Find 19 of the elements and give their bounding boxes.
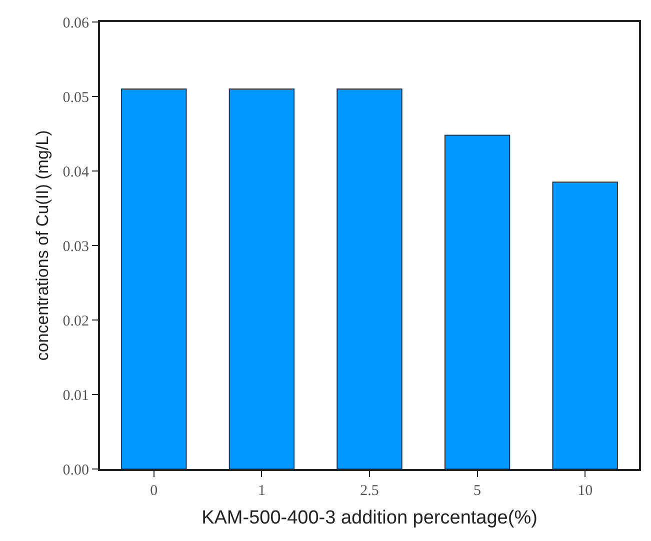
y-tick-label: 0.05 (62, 90, 89, 106)
x-axis-title: KAM-500-400-3 addition percentage(%) (202, 507, 538, 528)
y-tick-label: 0.02 (62, 313, 89, 330)
y-tick-label: 0.04 (62, 164, 90, 180)
bar (444, 134, 510, 469)
x-tick-label: 5 (474, 483, 482, 499)
y-tick-label: 0.01 (62, 388, 89, 404)
x-tick-label: 1 (258, 483, 266, 499)
x-tick-label: 0 (150, 483, 158, 499)
x-tick-label: 2.5 (360, 483, 379, 499)
bar (228, 88, 295, 469)
y-tick-label: 0.03 (62, 238, 89, 255)
y-tick-label: 0.00 (62, 462, 89, 478)
bar (336, 88, 402, 469)
x-tick-label: 10 (578, 483, 593, 499)
y-axis-title: concentrations of Cu(II) (mg/L) (32, 130, 52, 361)
y-tick-label: 0.06 (62, 15, 90, 32)
bar (552, 182, 618, 469)
bar (121, 88, 187, 469)
